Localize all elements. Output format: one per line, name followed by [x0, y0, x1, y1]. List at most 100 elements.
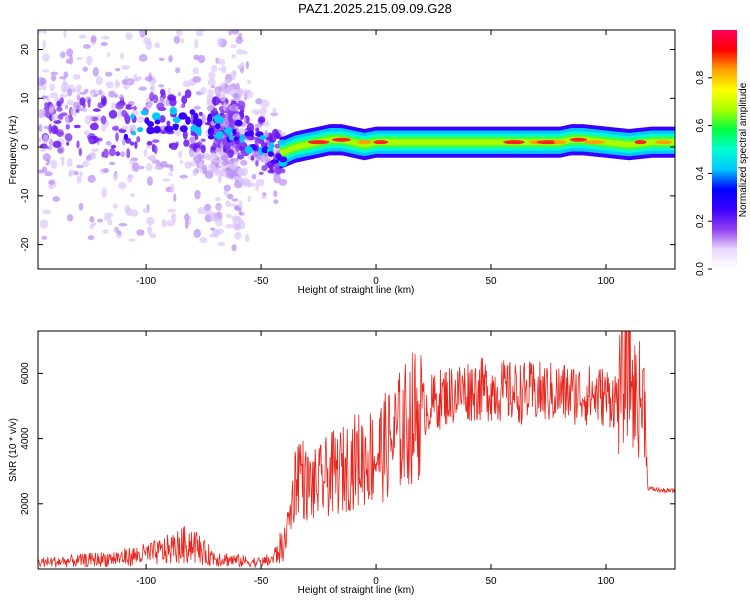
spectrogram-cell [90, 148, 100, 152]
spectrogram-cell [53, 25, 57, 30]
spectrogram-cell [217, 228, 224, 235]
spectrogram-frame [37, 29, 676, 270]
spectrogram-cell [38, 124, 43, 132]
spectrogram-cell [223, 101, 227, 112]
spectrogram-cell [108, 161, 116, 166]
spectrogram-cell [184, 219, 189, 230]
spectrogram-cell [247, 196, 252, 202]
spectrogram-cell [115, 102, 124, 110]
spectrogram-cell [95, 76, 104, 86]
spectrogram-cell [132, 6, 135, 13]
spectrogram-cell [59, 76, 67, 80]
spectrogram-cell [140, 109, 148, 116]
x-tick-label: -100 [136, 276, 156, 287]
spectrogram-cell [42, 30, 47, 34]
spectrogram-cell [170, 183, 175, 193]
spectrogram-cell [209, 233, 216, 238]
spectrogram-cell [115, 79, 119, 89]
spectrogram-cell [158, 57, 165, 61]
spectrogram-cell [220, 59, 225, 66]
spectrogram-cell [172, 126, 179, 131]
spectrogram-cell [184, 213, 190, 222]
spectrogram-cell [204, 170, 214, 179]
spectrogram-cell [219, 94, 227, 102]
spectrogram-cell [229, 164, 237, 171]
spectrogram-cell [233, 175, 241, 181]
spectrogram-cell [225, 213, 232, 219]
x-tick-label: 50 [485, 576, 497, 587]
spectrogram-cell [166, 220, 176, 227]
spectrogram-cell [244, 131, 252, 137]
spectrogram-cell [185, 116, 191, 125]
spectrogram-cell [38, 108, 46, 119]
spectrogram-cell [50, 159, 58, 169]
spectrogram-cell [260, 99, 270, 108]
spectrogram-cell [114, 67, 121, 72]
spectrogram-cell [167, 208, 177, 213]
spectrogram-cell [138, 86, 147, 91]
x-tick-label: -100 [136, 576, 156, 587]
spectrogram-cell [223, 11, 230, 15]
spectrogram-cell [41, 145, 50, 149]
spectrogram-cell [195, 30, 204, 37]
spectrogram-cell [244, 90, 254, 99]
x-tick-label: 100 [598, 276, 615, 287]
spectrogram-cell [89, 122, 99, 131]
spectrogram-cell [82, 160, 90, 167]
spectrogram-cell [228, 203, 236, 207]
spectrogram-cell [222, 160, 229, 166]
spectrogram-cell [105, 71, 113, 77]
spectrogram-cell [101, 35, 110, 40]
spectrogram-cell [214, 230, 219, 238]
spectrogram-cell [127, 174, 134, 180]
spectrogram-cell [207, 127, 215, 135]
spectrogram-cell [146, 140, 153, 146]
spectrogram-cell [165, 98, 170, 107]
spectrogram-cell [65, 133, 73, 142]
spectrogram-cell [146, 225, 153, 236]
spectrogram-cell [101, 14, 108, 22]
spectrogram-cell [40, 77, 47, 86]
spectrogram-cell [105, 81, 115, 89]
spectrogram-cell [272, 107, 277, 116]
spectrogram-cell [110, 144, 117, 149]
spectrogram-cell [226, 21, 233, 25]
spectrogram-hotspot [357, 140, 372, 145]
spectrogram-cell [49, 138, 53, 147]
spectrogram-cell [88, 114, 93, 122]
spectrogram-cell [246, 80, 252, 85]
spectrogram-cell [168, 172, 173, 177]
spectrogram-cell [38, 87, 42, 91]
spectrogram-cell [82, 107, 88, 113]
spectrogram-cell [220, 110, 229, 114]
spectrogram-cell [41, 84, 47, 91]
spectrogram-cell [130, 209, 139, 217]
spectrogram-cell [123, 112, 129, 122]
spectrogram-cell [145, 163, 153, 171]
spectrogram-cell [244, 145, 253, 154]
spectrogram-cell [192, 76, 202, 83]
spectrogram-cell [235, 89, 240, 94]
spectrogram-cell [98, 137, 103, 142]
spectrogram-cell [111, 102, 117, 111]
spectrogram-cell [244, 234, 250, 243]
spectrogram-cell [76, 140, 80, 149]
spectrogram-cell [235, 129, 244, 133]
spectrogram-cell [42, 53, 50, 62]
spectrogram-cell [159, 115, 166, 123]
spectrogram-cell [149, 154, 156, 162]
spectrogram-cell [160, 21, 166, 29]
spectrogram-cell [128, 159, 136, 165]
spectrogram-cell [125, 32, 133, 41]
spectrogram-cell [66, 141, 70, 146]
spectrogram-cell [193, 228, 201, 238]
y-tick-label: 4000 [20, 427, 31, 450]
spectrogram-cell [233, 136, 239, 142]
spectrogram-cell [255, 127, 260, 133]
spectrogram-cell [66, 158, 73, 167]
spectrogram-ridge [123, 107, 675, 169]
spectrogram-cell [98, 89, 103, 96]
spectrogram-cell [207, 135, 215, 140]
x-tick-label: -50 [254, 276, 269, 287]
spectrogram-cell [238, 141, 246, 147]
